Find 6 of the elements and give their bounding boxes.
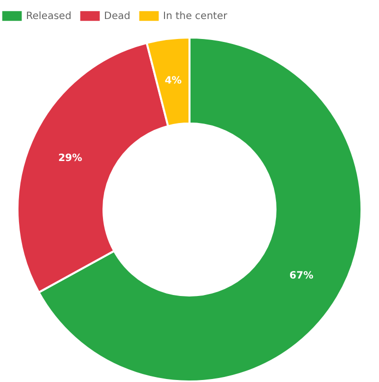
data-label: 29% [58, 152, 82, 164]
legend-label: Dead [104, 11, 130, 22]
data-label: 4% [164, 76, 182, 87]
legend-label: Released [26, 11, 72, 22]
legend-label: In the center [163, 11, 228, 22]
data-label: 67% [289, 270, 314, 282]
